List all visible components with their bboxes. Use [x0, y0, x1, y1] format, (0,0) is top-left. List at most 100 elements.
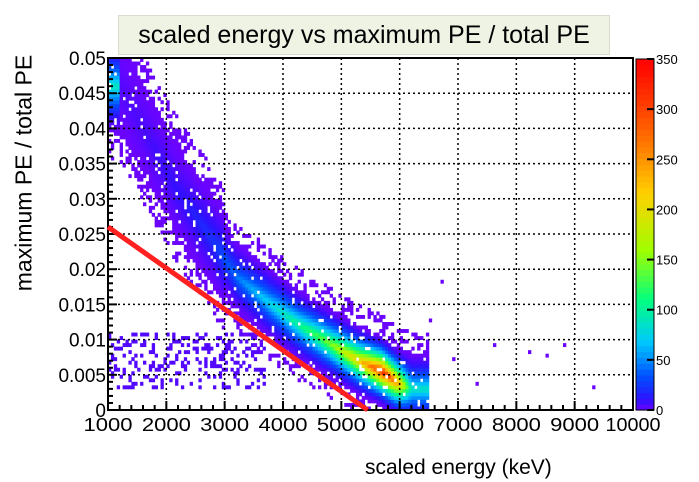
heat-cell [361, 339, 366, 344]
heat-cell [148, 174, 153, 179]
heat-cell [128, 86, 132, 91]
heat-cell [361, 332, 366, 337]
heat-cell [213, 209, 217, 214]
heat-cell [361, 343, 366, 348]
heat-cell [233, 279, 237, 284]
heat-cell [405, 406, 409, 411]
heat-cell [128, 124, 132, 129]
heat-cell [221, 276, 226, 281]
heat-cell [183, 188, 188, 193]
heat-cell [148, 163, 153, 168]
heat-cell [163, 202, 167, 207]
heat-cell [143, 86, 147, 91]
heat-cell [294, 350, 298, 355]
heat-cell [172, 170, 176, 175]
z-tick-label: 200 [656, 202, 678, 217]
heat-cell [259, 371, 263, 376]
heat-cell [110, 68, 115, 73]
heat-cell [213, 241, 217, 245]
heat-cell [175, 371, 179, 376]
heat-cell [338, 293, 342, 298]
heat-cell [122, 58, 126, 62]
heat-cell [315, 300, 319, 305]
heat-cell [175, 255, 179, 260]
heat-cell [163, 149, 167, 154]
heat-cell [151, 153, 156, 157]
heat-cell [285, 283, 290, 288]
heat-cell [376, 402, 380, 407]
heat-cell [242, 314, 246, 319]
heat-cell [137, 160, 141, 164]
heat-cell [265, 283, 269, 288]
heat-cell [245, 248, 249, 252]
heat-cell [300, 329, 304, 333]
heat-cell [370, 336, 374, 340]
heat-cell [145, 160, 150, 164]
heat-cell [385, 357, 389, 362]
heat-cell [274, 322, 278, 326]
heat-cell [148, 195, 153, 200]
heat-cell [248, 276, 252, 281]
heat-cell [423, 378, 427, 383]
heat-cell [332, 318, 336, 323]
heat-cell [367, 367, 371, 372]
heat-cell [137, 124, 141, 129]
heat-cell [425, 392, 430, 397]
color-bar-segment [636, 234, 654, 241]
heat-cell [221, 188, 226, 193]
heat-cell [288, 314, 293, 319]
heat-cell [183, 212, 188, 217]
heat-cell [221, 223, 226, 228]
heat-cell [166, 128, 170, 133]
color-bar-segment [636, 181, 654, 189]
heat-cell [148, 184, 153, 189]
heat-cell [239, 339, 243, 344]
heat-cell [178, 223, 182, 228]
heat-cell [134, 93, 138, 98]
heat-cell [277, 339, 281, 344]
heat-cell [250, 353, 255, 358]
heat-cell [280, 332, 284, 337]
heat-cell [341, 353, 345, 358]
heat-cell [119, 75, 123, 80]
heat-cell [198, 251, 202, 256]
heat-cell [183, 191, 188, 196]
heat-cell [166, 198, 170, 203]
heat-cell [376, 336, 380, 340]
heat-cell [411, 378, 415, 383]
heat-cell [224, 290, 228, 295]
heat-cell [326, 353, 331, 358]
heat-cell [160, 149, 164, 154]
heat-cell [236, 367, 240, 372]
heat-cell [297, 314, 301, 319]
heat-cell [256, 272, 261, 277]
heat-cell [274, 307, 278, 312]
heat-cell [326, 332, 331, 337]
heat-cell [116, 82, 121, 87]
heat-cell [388, 350, 392, 355]
heat-cell [116, 367, 121, 372]
heat-cell [350, 402, 354, 407]
heat-cell [218, 248, 223, 252]
heat-cell [265, 329, 269, 333]
heat-cell [233, 265, 237, 270]
heat-cell [245, 339, 249, 344]
heat-cell [204, 234, 208, 238]
heat-cell [143, 174, 147, 179]
heat-cell [157, 117, 161, 122]
heat-cell [175, 142, 179, 147]
heat-cell [379, 395, 383, 400]
heat-cell [259, 279, 263, 284]
heat-cell [285, 322, 290, 326]
heat-cell [166, 188, 170, 193]
heat-cell [250, 322, 255, 326]
heat-cell [145, 72, 150, 76]
heat-cell [405, 353, 409, 358]
heat-cell [113, 82, 118, 87]
heat-cell [207, 248, 211, 252]
heat-cell [303, 360, 307, 365]
heat-cell [425, 364, 430, 369]
heat-cell [160, 135, 164, 140]
heat-cell [160, 163, 164, 168]
heat-cell [390, 381, 395, 386]
